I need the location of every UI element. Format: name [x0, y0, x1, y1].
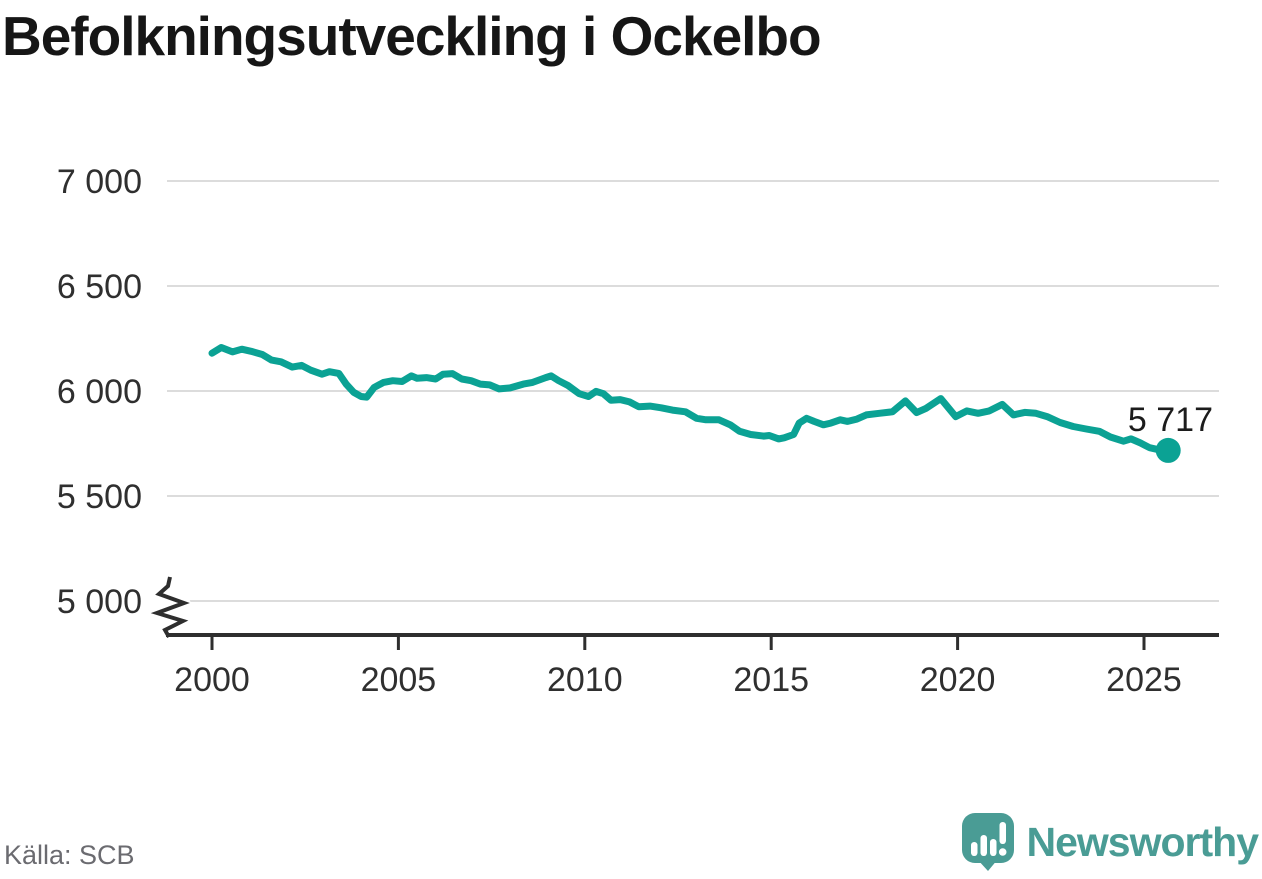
x-tick-label: 2025: [1106, 661, 1182, 699]
population-series: [208, 344, 1181, 463]
end-point-dot: [1155, 437, 1181, 463]
x-axis: [166, 633, 1219, 650]
population-line: [208, 344, 1172, 454]
newsworthy-bubble-chart-icon: [961, 813, 1014, 871]
newsworthy-logo: Newsworthy: [961, 813, 1259, 871]
y-axis-break-icon: [150, 575, 191, 641]
y-tick-label: 5 500: [57, 478, 142, 516]
x-tick-label: 2020: [920, 661, 996, 699]
x-tick-label: 2000: [174, 661, 250, 699]
axis-labels: 5 000 5 500 6 000 6 500 7 000 2000 2005 2010 201…: [57, 163, 1182, 699]
x-tick-label: 2010: [547, 661, 623, 699]
x-tick-label: 2005: [361, 661, 437, 699]
newsworthy-wordmark: Newsworthy: [1026, 818, 1259, 865]
x-tick-label: 2015: [733, 661, 809, 699]
y-tick-label: 6 500: [57, 268, 142, 306]
gridlines: [167, 180, 1219, 602]
source-label: Källa: SCB: [4, 840, 135, 870]
y-tick-label: 7 000: [57, 163, 142, 201]
page-title: Befolkningsutveckling i Ockelbo: [2, 5, 822, 67]
y-tick-label: 5 000: [57, 583, 142, 621]
y-tick-label: 6 000: [57, 373, 142, 411]
end-value-label: 5 717: [1128, 401, 1213, 439]
